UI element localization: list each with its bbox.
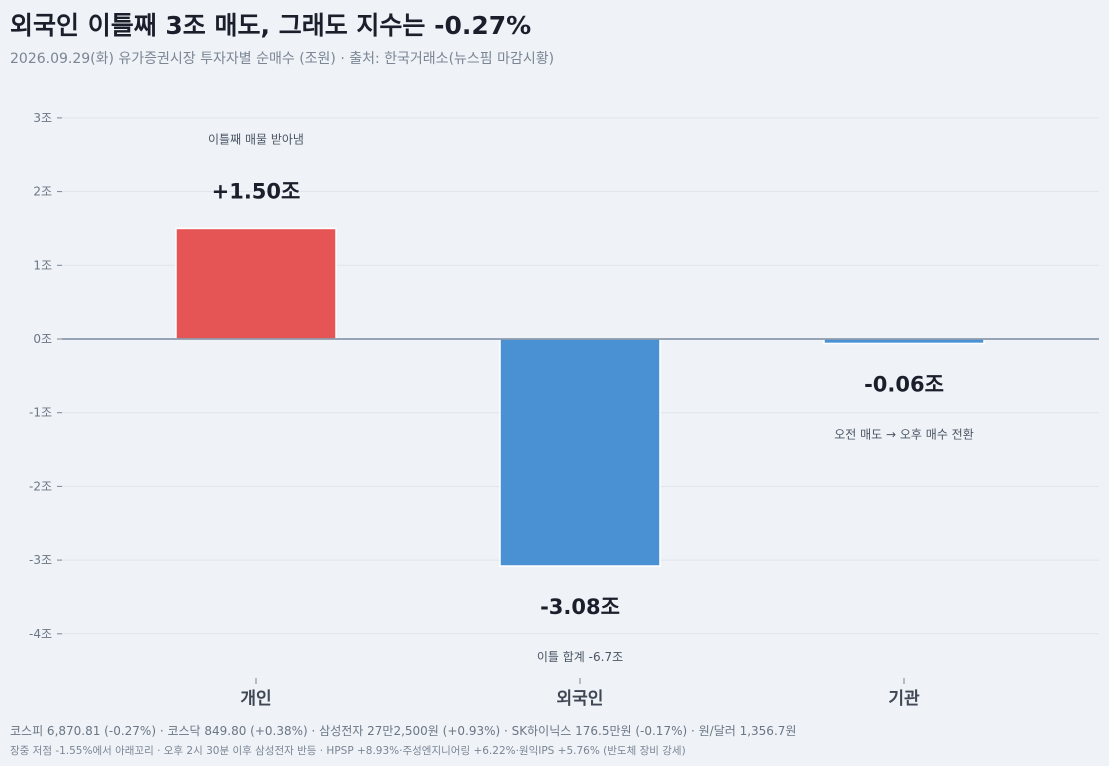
chart-title: 외국인 이틀째 3조 매도, 그래도 지수는 -0.27% xyxy=(10,11,532,40)
y-tick-label: -4조 xyxy=(29,627,52,641)
y-tick-label: -3조 xyxy=(29,553,52,567)
annotation-label: 이틀 합계 -6.7조 xyxy=(537,650,623,664)
y-tick-label: 0조 xyxy=(33,332,52,346)
bar-1[interactable] xyxy=(175,227,337,340)
x-tick-label: 개인 xyxy=(240,689,271,709)
y-tick-label: -1조 xyxy=(29,406,52,420)
market-notes-line: 장중 저점 -1.55%에서 아래꼬리 · 오후 2시 30분 이후 삼성전자 … xyxy=(10,745,686,757)
value-label: -3.08조 xyxy=(540,595,620,619)
y-tick-label: -2조 xyxy=(29,479,52,493)
value-label: -0.06조 xyxy=(864,372,944,396)
value-label: +1.50조 xyxy=(212,179,301,203)
bar-2[interactable] xyxy=(499,338,661,567)
x-tick-label: 외국인 xyxy=(557,689,604,709)
y-tick-label: 1조 xyxy=(33,258,52,272)
market-summary-line: 코스피 6,870.81 (-0.27%) · 코스닥 849.80 (+0.3… xyxy=(10,724,797,738)
y-tick-label: 3조 xyxy=(33,111,52,125)
chart-subtitle: 2026.09.29(화) 유가증권시장 투자자별 순매수 (조원) · 출처:… xyxy=(10,51,555,67)
annotation-label: 이틀째 매물 받아냄 xyxy=(208,132,304,146)
annotation-label: 오전 매도 → 오후 매수 전환 xyxy=(834,427,974,441)
y-tick-label: 2조 xyxy=(33,185,52,199)
x-tick-label: 기관 xyxy=(888,689,920,709)
